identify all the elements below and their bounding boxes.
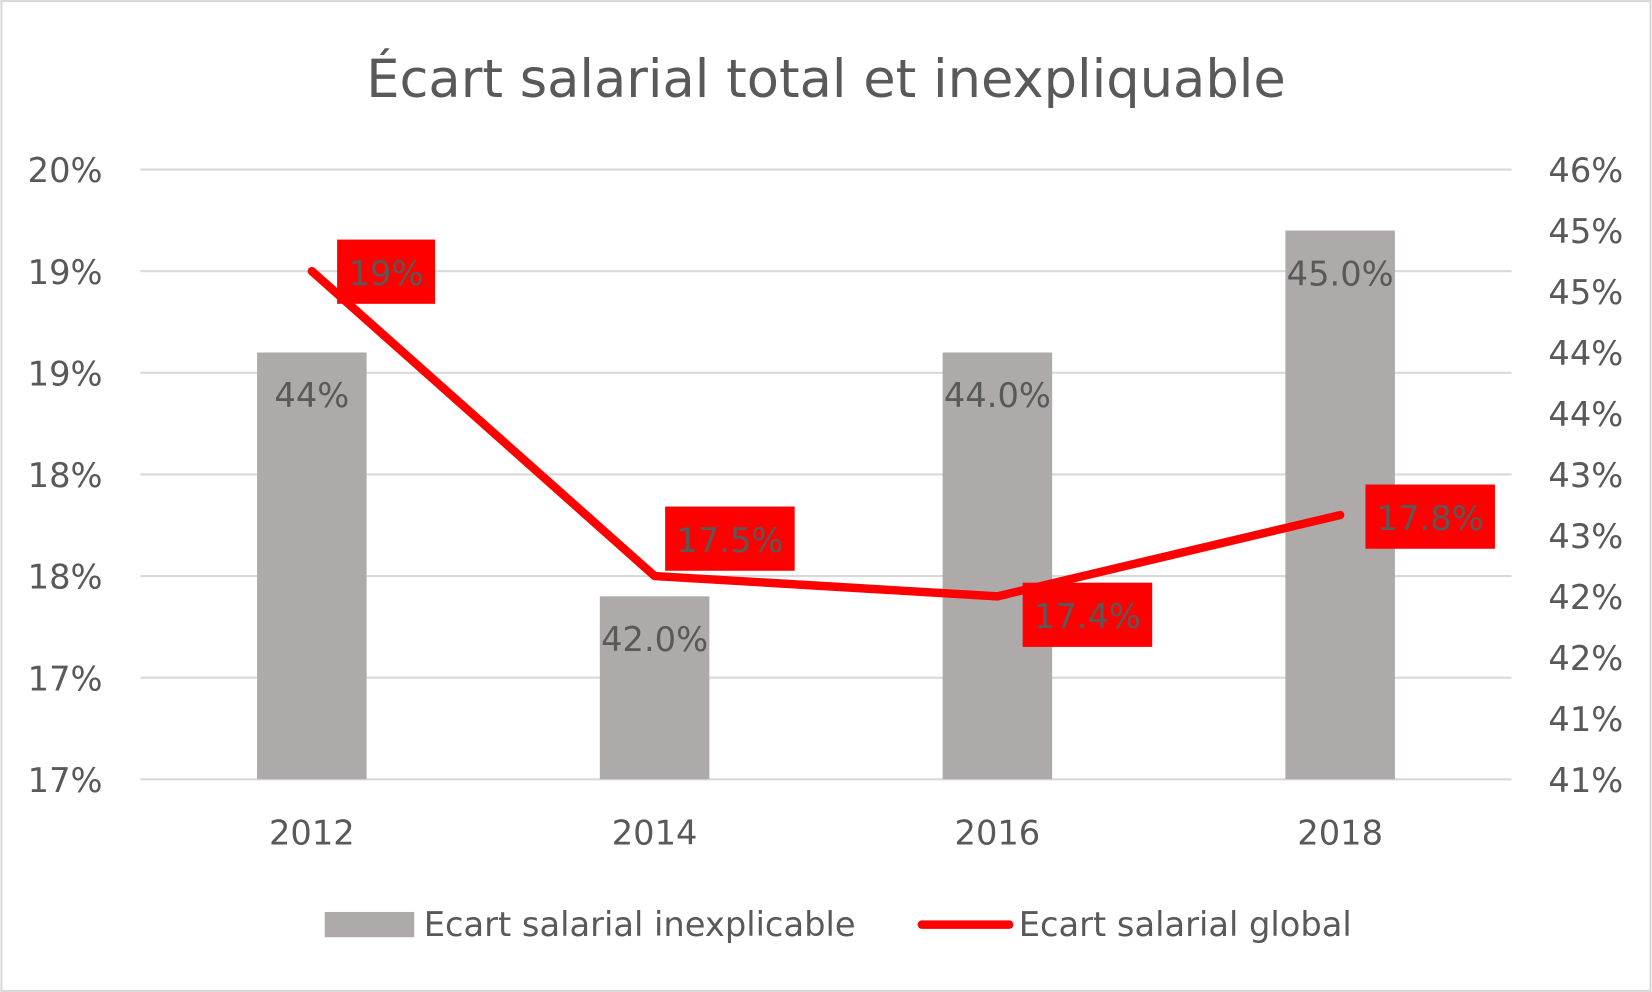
right-tick-label: 45%: [1548, 273, 1623, 312]
bar-2016: [942, 352, 1053, 780]
right-tick-label: 44%: [1548, 395, 1623, 434]
legend-label-bar: Ecart salarial inexplicable: [424, 905, 856, 944]
legend-label-line: Ecart salarial global: [1019, 905, 1352, 944]
line-data-label-box: [665, 506, 795, 571]
bar-data-label: 44%: [274, 376, 349, 415]
bar-2012: [257, 352, 367, 780]
line-data-label: 19%: [349, 254, 424, 293]
right-tick-label: 41%: [1548, 761, 1623, 800]
chart-title: Écart salarial total et inexpliquable: [366, 47, 1286, 110]
bar-data-label: 44.0%: [944, 376, 1051, 415]
line-data-label-box: [1022, 582, 1153, 647]
right-tick-label: 44%: [1548, 334, 1623, 373]
x-tick-label: 2012: [269, 814, 355, 853]
line-data-label-box: [337, 239, 436, 304]
line-series: [307, 266, 1345, 601]
bar-2014: [599, 596, 710, 780]
line-point-2014: [653, 574, 656, 578]
x-tick-label: 2014: [612, 814, 698, 853]
line-data-label: 17.8%: [1377, 499, 1484, 538]
right-tick-label: 42%: [1548, 639, 1623, 678]
left-tick-label: 19%: [28, 253, 103, 292]
line-point-2016: [996, 595, 999, 598]
line-data-label: 17.4%: [1034, 597, 1141, 636]
x-tick-label: 2016: [955, 814, 1041, 853]
left-tick-label: 17%: [28, 761, 103, 800]
line-data-label-box: [1365, 484, 1495, 549]
right-tick-label: 45%: [1548, 212, 1623, 251]
bar-data-label: 45.0%: [1287, 254, 1394, 293]
left-tick-label: 18%: [28, 456, 103, 495]
line-point-2018: [1339, 514, 1342, 517]
x-tick-label: 2018: [1297, 814, 1383, 853]
line-point-2012: [310, 270, 313, 273]
left-tick-label: 19%: [28, 354, 103, 393]
right-tick-label: 42%: [1548, 578, 1623, 617]
left-tick-label: 18%: [28, 558, 103, 597]
left-tick-label: 17%: [28, 659, 103, 698]
line-data-label: 17.5%: [676, 521, 783, 560]
legend-swatch-bar: [324, 911, 415, 938]
right-tick-label: 43%: [1548, 517, 1623, 556]
right-tick-label: 46%: [1548, 151, 1623, 190]
bar-data-label: 42.0%: [601, 620, 708, 659]
right-tick-label: 41%: [1548, 700, 1623, 739]
right-tick-label: 43%: [1548, 456, 1623, 495]
left-tick-label: 20%: [28, 151, 103, 190]
